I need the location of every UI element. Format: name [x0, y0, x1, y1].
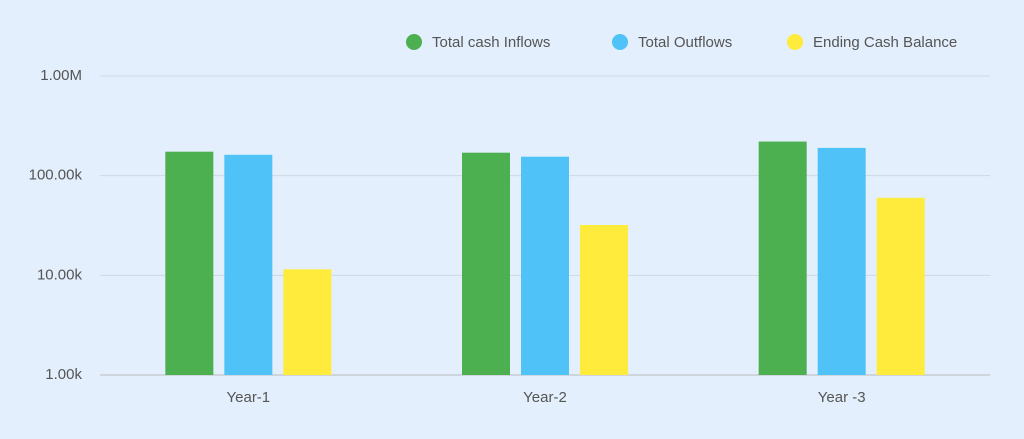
bar [283, 269, 332, 375]
legend-label: Ending Cash Balance [813, 34, 957, 51]
bar [165, 151, 214, 375]
x-tick-label: Year-1 [227, 389, 271, 406]
y-tick-label: 10.00k [37, 266, 83, 283]
legend-label: Total Outflows [638, 34, 732, 51]
bar [224, 154, 273, 375]
x-tick-label: Year -3 [818, 389, 866, 406]
bar [521, 156, 569, 375]
legend-marker [406, 34, 422, 50]
y-tick-label: 100.00k [29, 167, 83, 184]
x-tick-label: Year-2 [523, 389, 567, 406]
y-tick-label: 1.00M [40, 67, 82, 84]
legend-label: Total cash Inflows [432, 34, 550, 51]
bar [758, 141, 807, 375]
legend-marker [787, 34, 803, 50]
legend-marker [612, 34, 628, 50]
bar [462, 152, 510, 375]
bar [580, 224, 628, 375]
bar [817, 147, 866, 375]
bar [876, 197, 925, 375]
y-tick-label: 1.00k [45, 366, 82, 383]
